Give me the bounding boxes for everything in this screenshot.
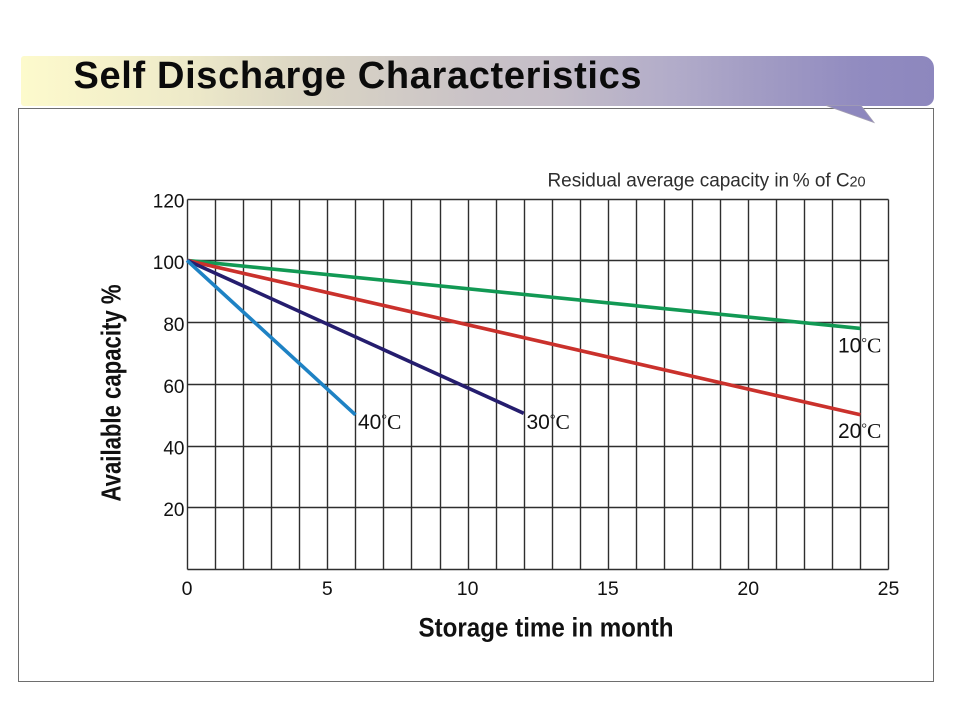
- svg-text:30°C: 30°C: [527, 410, 570, 434]
- svg-text:Residual average capacity in %: Residual average capacity in % of C20: [548, 171, 866, 192]
- svg-text:60: 60: [163, 377, 184, 398]
- svg-text:20: 20: [163, 500, 184, 521]
- svg-text:20: 20: [737, 578, 759, 600]
- svg-text:80: 80: [163, 315, 184, 336]
- svg-text:40: 40: [163, 439, 184, 460]
- svg-text:120: 120: [153, 192, 185, 213]
- svg-text:10: 10: [457, 578, 479, 600]
- svg-text:10°C: 10°C: [838, 334, 881, 358]
- svg-text:15: 15: [597, 578, 619, 600]
- svg-text:Storage time in month: Storage time in month: [419, 613, 674, 643]
- svg-text:20°C: 20°C: [838, 419, 881, 443]
- svg-text:100: 100: [153, 253, 185, 274]
- svg-text:Available capacity %: Available capacity %: [96, 284, 127, 501]
- svg-text:0: 0: [182, 578, 193, 600]
- svg-text:25: 25: [878, 578, 900, 600]
- svg-text:40°C: 40°C: [358, 410, 401, 434]
- svg-text:5: 5: [322, 578, 333, 600]
